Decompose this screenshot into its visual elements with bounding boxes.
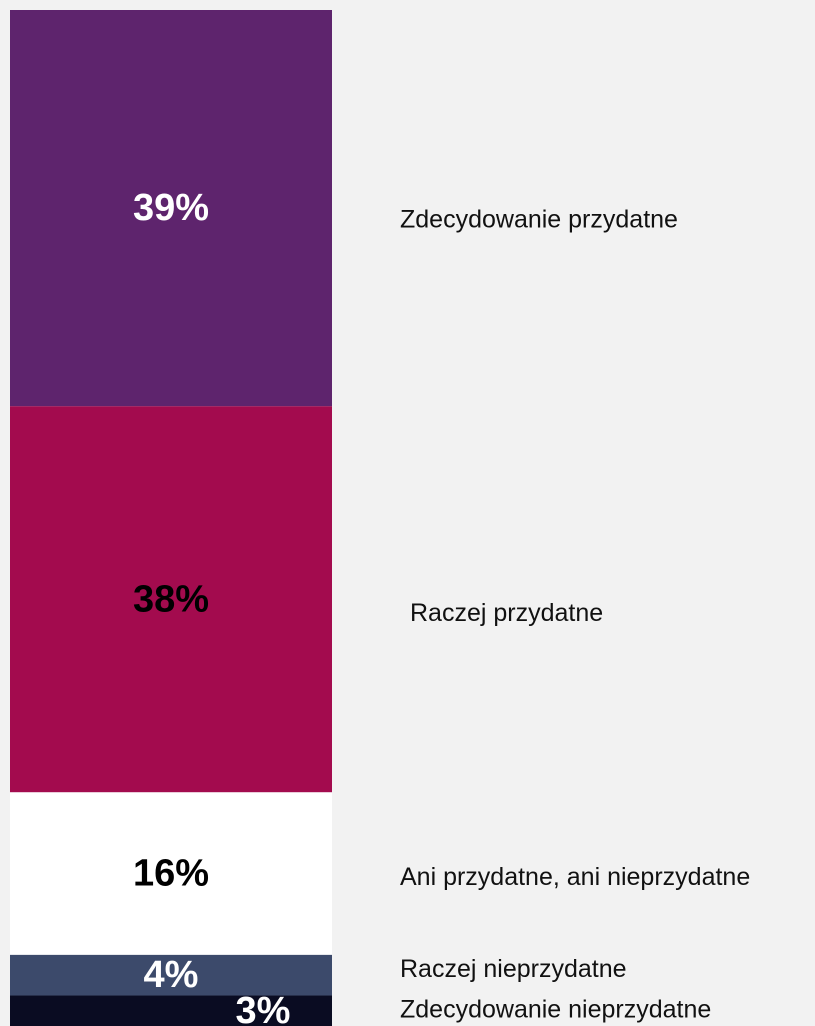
legend-label: Raczej przydatne: [410, 599, 603, 627]
bar-segment: [10, 10, 332, 407]
bar-segment: [10, 792, 332, 955]
data-label: 39%: [133, 187, 209, 229]
data-label: 38%: [133, 578, 209, 620]
data-label: 4%: [144, 954, 199, 996]
data-label: 3%: [236, 990, 291, 1026]
bar-segment: [10, 954, 332, 996]
bar-segment: [10, 995, 332, 1026]
data-label: 16%: [133, 853, 209, 895]
legend-label: Zdecydowanie przydatne: [400, 206, 678, 234]
bar-segment: [10, 406, 332, 793]
legend-label: Ani przydatne, ani nieprzydatne: [400, 863, 750, 891]
legend-label: Raczej nieprzydatne: [400, 955, 627, 983]
legend-label: Zdecydowanie nieprzydatne: [400, 995, 711, 1023]
